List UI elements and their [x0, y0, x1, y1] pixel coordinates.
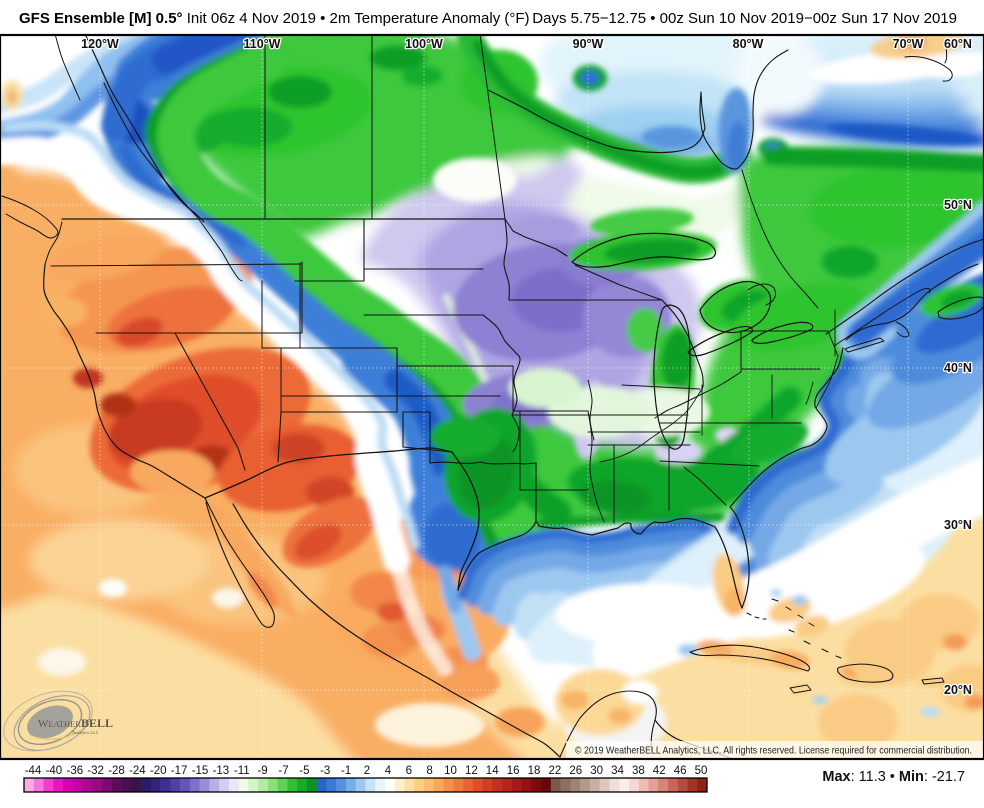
svg-text:-32: -32 [87, 765, 104, 777]
svg-text:14: 14 [486, 765, 499, 777]
svg-text:60°N: 60°N [944, 37, 972, 51]
svg-text:26: 26 [569, 765, 582, 777]
svg-text:50°N: 50°N [944, 198, 972, 212]
svg-text:12: 12 [465, 765, 478, 777]
svg-text:8: 8 [426, 765, 432, 777]
svg-text:-3: -3 [320, 765, 330, 777]
svg-text:120°W: 120°W [81, 37, 119, 51]
svg-text:30: 30 [590, 765, 603, 777]
svg-text:-24: -24 [129, 765, 146, 777]
svg-text:-36: -36 [66, 765, 83, 777]
svg-text:6: 6 [406, 765, 412, 777]
svg-text:20°N: 20°N [944, 683, 972, 697]
svg-text:-40: -40 [46, 765, 63, 777]
svg-text:© 2019 WeatherBELL Analytics,: © 2019 WeatherBELL Analytics, LLC. All r… [575, 745, 972, 757]
svg-text:-5: -5 [299, 765, 309, 777]
svg-text:-44: -44 [25, 765, 42, 777]
svg-text:4: 4 [385, 765, 392, 777]
svg-text:10: 10 [444, 765, 457, 777]
svg-text:Max: 11.3 • Min: -21.7: Max: 11.3 • Min: -21.7 [822, 769, 965, 785]
svg-text:38: 38 [632, 765, 645, 777]
svg-text:-13: -13 [213, 765, 230, 777]
svg-text:100°W: 100°W [405, 37, 443, 51]
svg-text:-17: -17 [171, 765, 188, 777]
svg-text:90°W: 90°W [573, 37, 604, 51]
svg-text:-15: -15 [192, 765, 209, 777]
svg-text:110°W: 110°W [244, 37, 281, 51]
svg-text:WEATHERBELL: WEATHERBELL [38, 716, 113, 730]
svg-text:30°N: 30°N [944, 518, 972, 532]
svg-text:-20: -20 [150, 765, 167, 777]
svg-text:Analytics LLC: Analytics LLC [72, 730, 99, 735]
svg-text:42: 42 [653, 765, 666, 777]
svg-text:2: 2 [364, 765, 370, 777]
svg-text:80°W: 80°W [733, 37, 764, 51]
svg-text:34: 34 [611, 765, 624, 777]
svg-text:50: 50 [695, 765, 708, 777]
svg-text:40°N: 40°N [944, 361, 972, 375]
svg-text:-1: -1 [341, 765, 351, 777]
svg-text:16: 16 [507, 765, 520, 777]
svg-text:70°W: 70°W [893, 37, 924, 51]
svg-text:46: 46 [674, 765, 687, 777]
svg-text:-28: -28 [108, 765, 125, 777]
svg-text:-9: -9 [257, 765, 267, 777]
svg-text:22: 22 [549, 765, 562, 777]
svg-text:-7: -7 [278, 765, 288, 777]
svg-text:18: 18 [528, 765, 541, 777]
svg-text:-11: -11 [234, 765, 250, 777]
